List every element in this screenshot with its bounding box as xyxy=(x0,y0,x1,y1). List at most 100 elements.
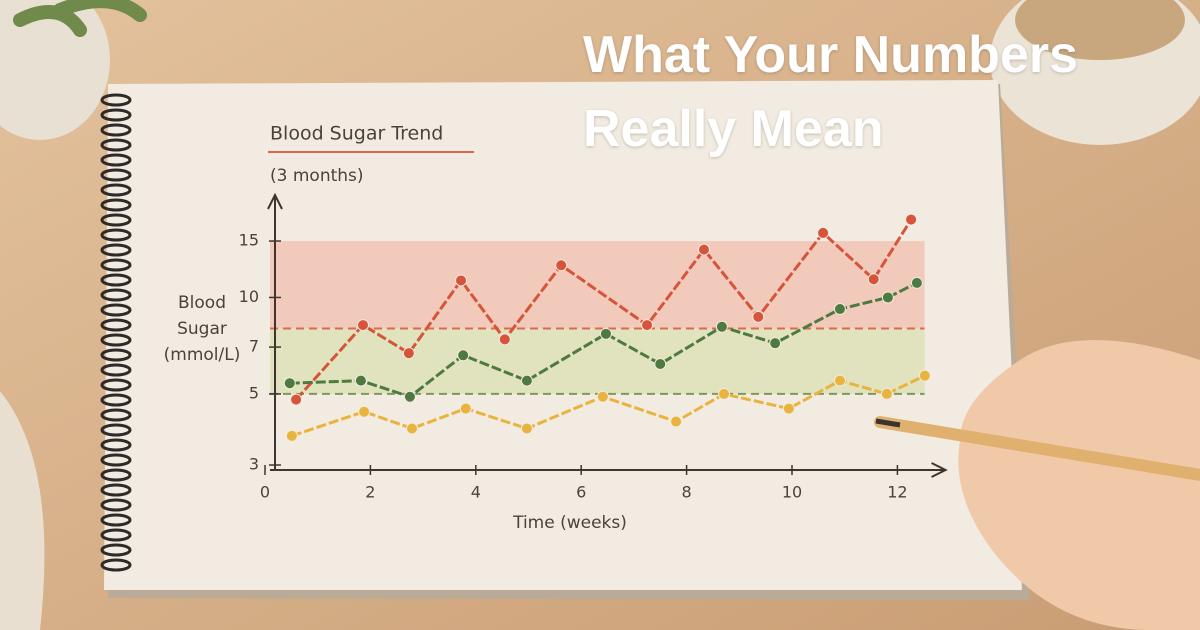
y-tick-label: 3 xyxy=(249,455,259,474)
spiral-ring xyxy=(100,183,132,197)
data-point xyxy=(918,369,931,382)
spiral-ring xyxy=(100,273,132,287)
spiral-ring xyxy=(100,108,132,122)
spiral-ring xyxy=(100,528,132,542)
hand xyxy=(874,340,1200,630)
mug-coffee xyxy=(1015,0,1185,60)
spiral-ring xyxy=(100,213,132,227)
spiral-ring xyxy=(100,243,132,257)
data-point xyxy=(670,415,683,428)
data-point xyxy=(833,374,846,387)
chart-subtitle: (3 months) xyxy=(270,166,364,186)
series-line xyxy=(291,374,926,438)
spiral-ring xyxy=(100,468,132,482)
series-line xyxy=(289,281,918,399)
data-point xyxy=(406,422,419,435)
data-point xyxy=(498,333,511,346)
x-tick-label: 4 xyxy=(471,483,481,502)
y-tick-label: 10 xyxy=(239,287,259,306)
data-point xyxy=(457,349,470,362)
spiral-ring xyxy=(100,393,132,407)
data-point xyxy=(599,327,612,340)
spiral-ring xyxy=(100,138,132,152)
data-point xyxy=(290,393,303,406)
data-point xyxy=(459,402,472,415)
spiral-ring xyxy=(100,348,132,362)
y-tick-label: 5 xyxy=(249,383,259,402)
chart: Blood Sugar Trend (3 months) Time (weeks… xyxy=(239,123,948,533)
data-point xyxy=(817,226,830,239)
zone-band xyxy=(270,241,925,329)
data-point xyxy=(520,374,533,387)
spiral-ring xyxy=(100,93,132,107)
data-point xyxy=(880,387,893,400)
spiral-binding xyxy=(100,93,132,572)
spiral-ring xyxy=(100,228,132,242)
data-point xyxy=(769,337,782,350)
data-point xyxy=(596,390,609,403)
data-point xyxy=(697,243,710,256)
spiral-ring xyxy=(100,483,132,497)
data-point xyxy=(654,357,667,370)
spiral-ring xyxy=(100,168,132,182)
data-point xyxy=(520,422,533,435)
data-point xyxy=(715,320,728,333)
x-tick-label: 0 xyxy=(260,483,270,502)
data-point xyxy=(403,390,416,403)
spiral-ring xyxy=(100,318,132,332)
spiral-ring xyxy=(100,363,132,377)
data-point xyxy=(905,213,918,226)
x-tick-label: 6 xyxy=(576,483,586,502)
spiral-ring xyxy=(100,498,132,512)
spiral-ring xyxy=(100,303,132,317)
data-point xyxy=(555,259,568,272)
spiral-ring xyxy=(100,153,132,167)
spiral-ring xyxy=(100,333,132,347)
x-tick-label: 8 xyxy=(682,483,692,502)
data-point xyxy=(402,347,415,360)
y-tick-label: 7 xyxy=(249,337,259,356)
data-point xyxy=(867,273,880,286)
data-point xyxy=(910,276,923,289)
data-point xyxy=(455,274,468,287)
spiral-ring xyxy=(100,378,132,392)
data-point xyxy=(833,303,846,316)
data-point xyxy=(283,377,296,390)
series-line xyxy=(294,218,913,401)
spiral-ring xyxy=(100,123,132,137)
data-point xyxy=(285,429,298,442)
data-point xyxy=(357,319,370,332)
chart-title: Blood Sugar Trend xyxy=(270,123,443,145)
data-point xyxy=(641,319,654,332)
x-axis-label: Time (weeks) xyxy=(512,513,627,533)
y-axis-label: Blood Sugar (mmol/L) xyxy=(163,293,241,365)
pencil-tip xyxy=(875,418,901,428)
pencil xyxy=(874,416,1200,481)
x-axis-arrow xyxy=(931,462,948,478)
plant-leaves xyxy=(13,0,147,37)
spiral-ring xyxy=(100,408,132,422)
spiral-ring xyxy=(100,258,132,272)
headline: What Your Numbers Really Mean xyxy=(583,26,1079,158)
data-point xyxy=(752,310,765,323)
data-point xyxy=(358,405,371,418)
y-tick-label: 15 xyxy=(239,231,259,250)
spiral-ring xyxy=(100,558,132,572)
spiral-ring xyxy=(100,453,132,467)
spiral-ring xyxy=(100,543,132,557)
data-point xyxy=(881,291,894,304)
spiral-ring xyxy=(100,198,132,212)
x-tick-label: 10 xyxy=(782,483,802,502)
spiral-ring xyxy=(100,423,132,437)
y-axis-arrow xyxy=(267,192,283,210)
x-tick-label: 2 xyxy=(365,483,375,502)
spiral-ring xyxy=(100,513,132,527)
data-point xyxy=(354,374,367,387)
data-point xyxy=(718,387,731,400)
spiral-ring xyxy=(100,438,132,452)
sweater xyxy=(0,391,45,630)
x-tick-label: 12 xyxy=(887,483,907,502)
data-point xyxy=(782,402,795,415)
